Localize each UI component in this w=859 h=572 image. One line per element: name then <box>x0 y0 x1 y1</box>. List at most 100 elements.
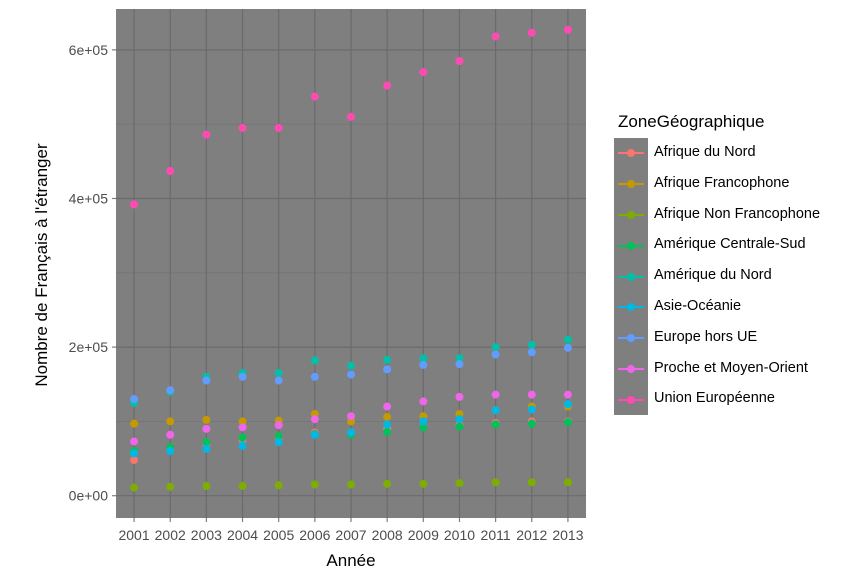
legend-key <box>614 261 648 292</box>
data-point <box>202 482 211 491</box>
data-point <box>310 415 319 424</box>
data-point <box>491 32 500 41</box>
data-point <box>310 480 319 489</box>
data-point <box>130 395 139 404</box>
data-point <box>527 419 536 428</box>
data-point <box>419 354 428 363</box>
data-point <box>455 415 464 424</box>
data-point <box>238 441 247 450</box>
data-point <box>310 92 319 101</box>
legend-key <box>614 200 648 231</box>
data-point <box>310 430 319 439</box>
x-tick-label: 2009 <box>408 527 439 543</box>
data-point <box>491 478 500 487</box>
data-point <box>347 361 355 370</box>
legend-key <box>614 292 648 323</box>
legend-key <box>614 354 648 385</box>
data-point <box>455 479 464 488</box>
data-point <box>274 481 283 490</box>
legend-label: Amérique du Nord <box>654 267 772 284</box>
data-point <box>419 417 428 426</box>
data-point <box>527 28 536 37</box>
x-tick-label: 2013 <box>552 527 583 543</box>
data-point <box>419 479 428 488</box>
legend-items: Afrique du Nord Afrique Francophone Afriqu… <box>614 138 820 416</box>
x-tick-label: 2012 <box>516 527 547 543</box>
data-point <box>130 449 139 458</box>
data-point <box>563 25 572 34</box>
data-point <box>238 417 247 426</box>
x-tick-label: 2001 <box>118 527 149 543</box>
data-point <box>274 123 283 132</box>
data-point <box>527 478 536 487</box>
x-tick-marks <box>133 518 569 522</box>
legend-item: Amérique Centrale-Sud <box>614 230 806 261</box>
x-tick-label: 2005 <box>263 527 294 543</box>
data-point <box>310 356 319 365</box>
data-point <box>238 482 247 491</box>
legend-item: Asie-Océanie <box>614 292 741 323</box>
legend-item: Afrique Non Francophone <box>614 200 820 231</box>
data-point <box>347 370 355 379</box>
legend-key <box>614 384 648 415</box>
data-point <box>130 419 139 428</box>
data-point <box>491 390 500 399</box>
legend-key-dot <box>627 364 635 373</box>
data-point <box>527 340 536 349</box>
y-tick-label: 2e+05 <box>69 339 109 355</box>
legend-key-dot <box>627 241 635 250</box>
data-point <box>563 478 572 487</box>
data-point <box>166 430 175 439</box>
data-point <box>347 112 355 121</box>
x-tick-label: 2011 <box>481 527 511 543</box>
data-point <box>419 360 428 369</box>
x-tick-label: 2010 <box>444 527 475 543</box>
data-point <box>419 68 428 77</box>
data-point <box>202 424 211 433</box>
legend-key-dot <box>627 272 635 281</box>
legend-key <box>614 323 648 354</box>
legend-label: Amérique Centrale-Sud <box>654 236 806 253</box>
data-point <box>419 423 428 432</box>
data-point <box>166 417 175 426</box>
y-tick-labels: 0e+00 2e+05 4e+05 6e+05 <box>69 42 109 504</box>
legend-key-dot <box>627 303 635 312</box>
data-point <box>563 400 572 409</box>
data-point <box>130 483 139 492</box>
data-point <box>491 350 500 359</box>
data-point <box>202 130 211 139</box>
data-point <box>419 397 428 406</box>
data-point <box>166 166 175 175</box>
data-points <box>130 25 572 492</box>
data-point <box>383 479 392 488</box>
data-point <box>274 438 283 447</box>
legend-key-dot <box>627 395 635 404</box>
legend-title: ZoneGéographique <box>618 112 765 131</box>
x-tick-labels: 2001 2002 2003 2004 2005 2006 2007 2008 2009 2010… <box>118 527 583 543</box>
data-point <box>238 433 247 442</box>
data-point <box>455 422 464 431</box>
x-tick-label: 2006 <box>299 527 330 543</box>
data-point <box>274 376 283 385</box>
x-tick-label: 2002 <box>155 527 186 543</box>
y-tick-marks <box>112 49 116 497</box>
y-tick-label: 6e+05 <box>69 42 109 58</box>
legend-label: Asie-Océanie <box>654 297 742 314</box>
data-point <box>491 406 500 415</box>
data-point <box>166 386 175 395</box>
legend-key-dot <box>627 149 635 158</box>
x-tick-label: 2007 <box>335 527 366 543</box>
data-point <box>130 456 139 465</box>
legend-key <box>614 230 648 261</box>
data-point <box>347 480 355 489</box>
legend-item: Proche et Moyen-Orient <box>614 354 808 385</box>
data-point <box>274 432 283 441</box>
data-point <box>310 372 319 381</box>
data-point <box>130 437 139 446</box>
data-point <box>274 421 283 430</box>
data-point <box>527 348 536 357</box>
data-point <box>455 392 464 401</box>
data-point <box>491 343 500 352</box>
legend-key-dot <box>627 334 635 343</box>
